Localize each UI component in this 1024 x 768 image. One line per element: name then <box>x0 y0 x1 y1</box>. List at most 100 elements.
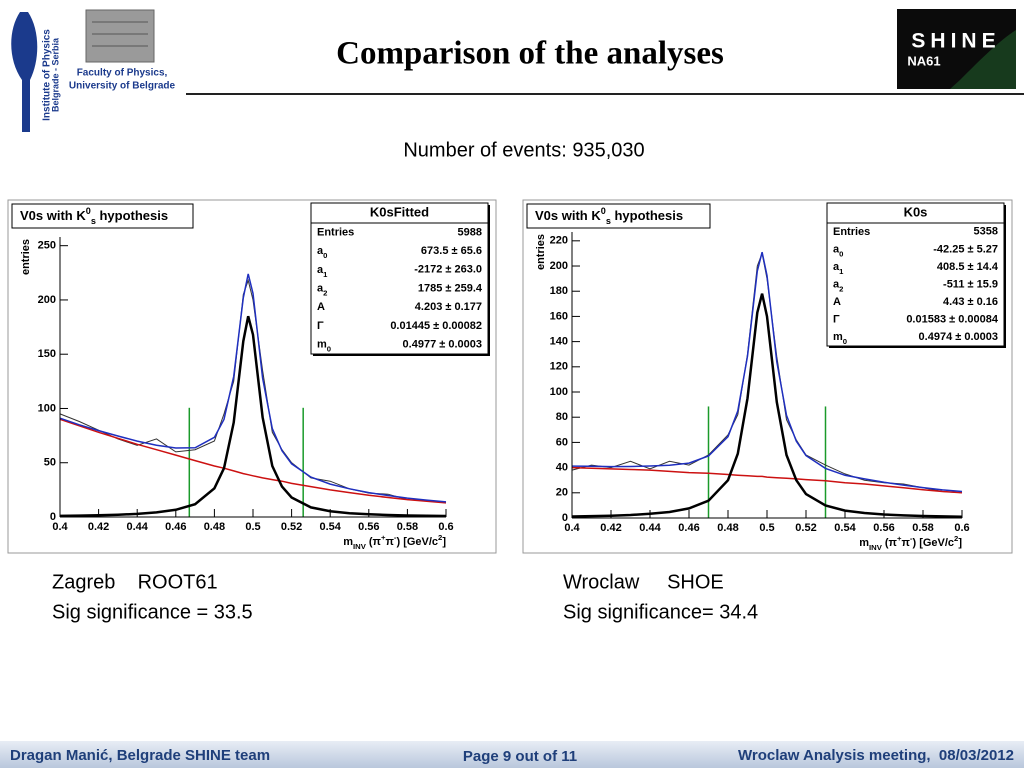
y-tick-label: 200 <box>38 294 56 306</box>
stats-value: 673.5 ± 65.6 <box>421 245 482 257</box>
x-axis-label-part: (π <box>882 537 898 549</box>
faculty-university: University of Belgrade <box>69 81 176 92</box>
stats-value: 5358 <box>974 226 998 238</box>
y-axis-label: entries <box>20 239 32 275</box>
y-tick-label: 0 <box>562 512 568 524</box>
x-tick-label: 0.56 <box>358 521 379 533</box>
stats-label: a1 <box>833 261 844 276</box>
stats-label: m0 <box>317 339 331 354</box>
x-tick-label: 0.48 <box>204 521 225 533</box>
chart-title: V0s with K0s hypothesis <box>535 206 683 226</box>
x-tick-label: 0.6 <box>438 521 453 533</box>
chart-title-part: 0 <box>601 206 606 216</box>
x-axis-label-part: ) [GeV/c <box>396 536 438 548</box>
title-box <box>11 203 194 229</box>
stats-label-part: 0 <box>839 249 843 258</box>
x-tick-label: 0.6 <box>954 522 969 534</box>
stats-label-part: m <box>317 339 327 351</box>
stats-value: 4.43 ± 0.16 <box>943 296 998 308</box>
x-axis-label-part: - <box>394 533 397 542</box>
x-axis-label-part: 2 <box>954 534 958 543</box>
x-tick-label: 0.5 <box>759 522 774 534</box>
title-box <box>526 203 711 229</box>
stats-label-part: a <box>833 243 840 255</box>
x-axis-label-part: ) [GeV/c <box>912 537 954 549</box>
x-axis-label: mINV (π+π-) [GeV/c2] <box>859 534 962 552</box>
chart-title-part: V0s with K <box>535 208 601 223</box>
stats-value: -2172 ± 263.0 <box>414 264 482 276</box>
x-tick-label: 0.58 <box>397 521 418 533</box>
stats-label: a1 <box>317 264 328 279</box>
series-line <box>571 293 963 518</box>
x-tick-label: 0.42 <box>88 521 109 533</box>
y-tick-label: 140 <box>550 336 568 348</box>
x-axis-label-part: ] <box>442 536 446 548</box>
series-line <box>571 466 963 494</box>
institute-logo <box>11 12 38 132</box>
stats-title: K0s <box>904 204 928 219</box>
y-tick-label: 150 <box>38 348 56 360</box>
x-tick-label: 0.54 <box>834 522 856 534</box>
stats-label-part: Γ <box>833 314 840 326</box>
x-axis-label-part: INV <box>869 543 883 552</box>
series-line <box>571 252 963 493</box>
stats-label-part: A <box>317 301 325 313</box>
x-axis-label-part: ] <box>958 537 962 549</box>
y-tick-label: 160 <box>550 310 568 322</box>
x-tick-label: 0.46 <box>165 521 186 533</box>
footer-page: Page 9 out of 11 <box>463 748 577 765</box>
stats-label-part: A <box>833 296 841 308</box>
y-tick-label: 80 <box>556 411 568 423</box>
x-axis-label-part: m <box>343 536 353 548</box>
stats-title: K0sFitted <box>370 204 429 219</box>
logo-subtext: NA61 <box>907 53 940 68</box>
stats-value: 5988 <box>458 226 482 238</box>
stats-label-part: a <box>833 261 840 273</box>
x-tick-label: 0.46 <box>678 522 699 534</box>
stats-value: -42.25 ± 5.27 <box>933 243 998 255</box>
stats-label-part: a <box>317 282 324 294</box>
y-tick-label: 220 <box>550 235 568 247</box>
chart-title-part: V0s with K <box>20 208 86 223</box>
stats-label-part: Γ <box>317 320 324 332</box>
stats-label: Γ <box>833 314 840 326</box>
footer-event: Wroclaw Analysis meeting, 08/03/2012 <box>738 747 1014 764</box>
y-tick-label: 100 <box>38 402 56 414</box>
caption: Wroclaw SHOE <box>563 571 724 593</box>
caption: Zagreb ROOT61 <box>52 571 218 593</box>
footer-author: Dragan Manić, Belgrade SHINE team <box>10 747 270 764</box>
x-axis-label-part: (π <box>366 536 382 548</box>
x-tick-label: 0.42 <box>600 522 621 534</box>
stats-label-part: a <box>317 264 324 276</box>
x-axis-label-part: m <box>859 537 869 549</box>
caption: Sig significance = 33.5 <box>52 601 253 623</box>
stats-label-part: Entries <box>317 226 354 238</box>
stats-box <box>826 202 1005 347</box>
x-tick-label: 0.58 <box>912 522 933 534</box>
stats-value: 1785 ± 259.4 <box>418 282 483 294</box>
x-axis-label-part: π <box>901 537 910 549</box>
x-axis-label: mINV (π+π-) [GeV/c2] <box>343 533 446 551</box>
faculty-name: Faculty of Physics, <box>77 68 168 79</box>
series-line <box>59 418 447 504</box>
footer-band <box>0 741 1024 768</box>
stats-value: -511 ± 15.9 <box>943 278 998 290</box>
stats-label: Entries <box>317 226 354 238</box>
stats-label: a0 <box>833 243 843 258</box>
series-line <box>59 273 447 503</box>
y-tick-label: 0 <box>50 511 56 523</box>
stats-value: 0.01445 ± 0.00082 <box>390 320 482 332</box>
stats-box <box>310 202 489 355</box>
chart-title-part: s <box>606 216 611 226</box>
stats-label: A <box>833 296 841 308</box>
stats-label-part: m <box>833 331 843 343</box>
x-tick-label: 0.4 <box>564 522 580 534</box>
stats-label: A <box>317 301 325 313</box>
x-tick-label: 0.54 <box>319 521 341 533</box>
stats-value: 0.4974 ± 0.0003 <box>919 331 998 343</box>
stats-label: a0 <box>317 245 327 260</box>
x-tick-label: 0.52 <box>281 521 302 533</box>
faculty-building <box>85 9 155 63</box>
x-tick-label: 0.48 <box>717 522 738 534</box>
y-tick-label: 60 <box>556 436 568 448</box>
